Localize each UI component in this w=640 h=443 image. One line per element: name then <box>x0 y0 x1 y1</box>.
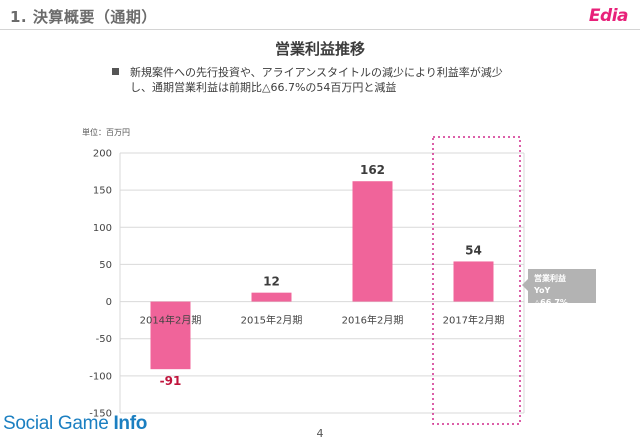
x-category-label: 2016年2月期 <box>342 314 404 327</box>
bullet-note: 新規案件への先行投資や、アライアンスタイトルの減少により利益率が減少 し、通期営… <box>112 65 532 95</box>
data-labels: -91 2014年2月期 12 2015年2月期 162 2016年2月期 54 2017年2… <box>140 163 505 388</box>
x-category-label: 2015年2月期 <box>241 314 303 327</box>
y-tick-label: -100 <box>89 371 112 382</box>
bullet-square-icon <box>112 68 119 75</box>
bar <box>251 292 292 302</box>
watermark-part-1: Social Game <box>3 413 114 434</box>
bar <box>150 301 191 370</box>
bar <box>453 261 494 302</box>
callout-line-1: 営業利益 <box>534 274 566 283</box>
page-number: 4 <box>316 427 324 440</box>
slide-title: 1. 決算概要（通期） <box>10 8 157 26</box>
y-tick-label: -50 <box>96 334 112 345</box>
y-tick-label: -150 <box>89 409 112 420</box>
data-label: -91 <box>160 374 182 388</box>
bars <box>150 181 494 370</box>
highlight-border <box>432 136 521 425</box>
data-label: 12 <box>263 275 280 289</box>
bullet-line-2: し、通期営業利益は前期比△66.7%の54百万円と減益 <box>130 81 397 94</box>
bar <box>352 181 393 302</box>
y-tick-label: 200 <box>93 149 112 160</box>
y-tick-label: 0 <box>106 297 112 308</box>
x-category-label: 2017年2月期 <box>443 314 505 327</box>
bullet-line-1: 新規案件への先行投資や、アライアンスタイトルの減少により利益率が減少 <box>130 66 503 79</box>
data-label: 54 <box>465 243 482 257</box>
highlight-box <box>432 136 521 425</box>
data-label: 162 <box>360 163 385 177</box>
y-tick-label: 150 <box>93 186 112 197</box>
title-divider <box>0 29 640 30</box>
y-tick-label: 100 <box>93 223 112 234</box>
watermark-part-2: Info <box>113 413 148 434</box>
x-category-label: 2014年2月期 <box>140 314 202 327</box>
company-logo: Edia <box>588 6 629 26</box>
yoy-callout: 営業利益 YoY △66.7% <box>522 269 596 307</box>
callout-line-2: YoY △66.7% <box>534 286 568 307</box>
unit-label: 単位：百万円 <box>82 128 130 137</box>
chart-heading: 営業利益推移 <box>274 40 365 58</box>
watermark: Social Game Info <box>3 413 147 435</box>
y-tick-label: 50 <box>99 260 112 271</box>
